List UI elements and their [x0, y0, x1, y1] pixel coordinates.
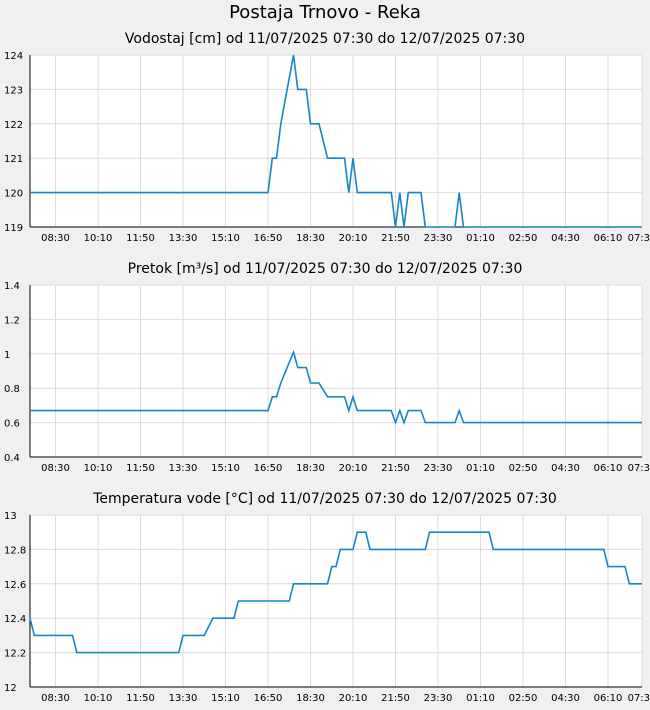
- x-tick-label: 04:30: [551, 463, 580, 474]
- x-tick-label: 23:30: [424, 233, 453, 244]
- y-tick-label: 0.6: [4, 419, 20, 430]
- x-tick-label: 11:50: [126, 233, 155, 244]
- chart-title-flow: Pretok [m³/s] od 11/07/2025 07:30 do 12/…: [127, 261, 523, 277]
- y-tick-label: 12.6: [4, 580, 26, 591]
- x-tick-label: 01:10: [466, 233, 495, 244]
- x-tick-label: 20:10: [339, 693, 368, 704]
- plot-area: [30, 285, 642, 457]
- x-tick-label: 02:50: [509, 463, 538, 474]
- x-tick-label: 10:10: [84, 233, 113, 244]
- x-tick-label: 10:10: [84, 463, 113, 474]
- series-line: [30, 54, 642, 228]
- x-tick-label: 16:50: [254, 693, 283, 704]
- flow-chart: 0.4 0.6 0.8 1 1.2 1.4 08:30 10:10 11:50 13:30 15:1…: [4, 281, 650, 474]
- y-tick-label: 12: [4, 683, 17, 694]
- series-line: [30, 349, 642, 425]
- plot-area: [30, 515, 642, 687]
- x-tick-label: 16:50: [254, 233, 283, 244]
- x-tick-label: 18:30: [296, 693, 325, 704]
- y-tick-label: 12.2: [4, 649, 26, 660]
- x-tick-label: 13:30: [169, 463, 198, 474]
- y-tick-label: 12.4: [4, 614, 26, 625]
- y-tick-label: 119: [4, 223, 23, 234]
- x-tick-label: 07:30: [628, 233, 650, 244]
- x-tick-label: 11:50: [126, 463, 155, 474]
- x-tick-label: 01:10: [466, 693, 495, 704]
- x-tick-label: 02:50: [509, 693, 538, 704]
- x-tick-label: 20:10: [339, 233, 368, 244]
- y-tick-label: 123: [4, 85, 23, 96]
- x-tick-label: 18:30: [296, 463, 325, 474]
- x-tick-label: 18:30: [296, 233, 325, 244]
- y-tick-label: 12.8: [4, 545, 26, 556]
- x-tick-label: 23:30: [424, 463, 453, 474]
- x-tick-label: 20:10: [339, 463, 368, 474]
- y-tick-label: 1.4: [4, 281, 20, 292]
- x-tick-label: 07:30: [628, 693, 650, 704]
- x-tick-label: 06:10: [594, 693, 623, 704]
- x-tick-label: 13:30: [169, 693, 198, 704]
- page-title: Postaja Trnovo - Reka: [229, 2, 421, 23]
- y-tick-label: 121: [4, 154, 23, 165]
- series-line: [29, 531, 642, 654]
- x-tick-label: 21:50: [381, 693, 410, 704]
- x-tick-label: 01:10: [466, 463, 495, 474]
- chart-title-temperature: Temperatura vode [°C] od 11/07/2025 07:3…: [93, 491, 557, 507]
- x-tick-label: 16:50: [254, 463, 283, 474]
- x-tick-label: 08:30: [41, 233, 70, 244]
- x-tick-label: 21:50: [381, 233, 410, 244]
- x-tick-label: 15:10: [211, 233, 240, 244]
- y-tick-label: 122: [4, 120, 23, 131]
- x-tick-label: 06:10: [594, 463, 623, 474]
- y-tick-label: 0.8: [4, 384, 20, 395]
- y-tick-label: 120: [4, 189, 23, 200]
- plot-area: [30, 55, 642, 227]
- x-tick-label: 15:10: [211, 693, 240, 704]
- x-tick-label: 15:10: [211, 463, 240, 474]
- x-tick-label: 04:30: [551, 693, 580, 704]
- x-tick-label: 04:30: [551, 233, 580, 244]
- x-tick-label: 08:30: [41, 463, 70, 474]
- x-tick-label: 06:10: [594, 233, 623, 244]
- x-tick-label: 23:30: [424, 693, 453, 704]
- y-tick-label: 13: [4, 511, 17, 522]
- y-tick-label: 124: [4, 51, 23, 62]
- x-tick-label: 21:50: [381, 463, 410, 474]
- x-tick-label: 11:50: [126, 693, 155, 704]
- y-tick-label: 1.2: [4, 315, 20, 326]
- water-level-chart: 119 120 121 122 123 124 08:30 10:10 11:50 13:30 15…: [4, 51, 650, 244]
- x-tick-label: 02:50: [509, 233, 538, 244]
- x-tick-label: 10:10: [84, 693, 113, 704]
- x-tick-label: 08:30: [41, 693, 70, 704]
- x-tick-label: 07:30: [628, 463, 650, 474]
- chart-title-water-level: Vodostaj [cm] od 11/07/2025 07:30 do 12/…: [124, 31, 526, 47]
- y-tick-label: 1: [4, 350, 10, 361]
- x-tick-label: 13:30: [169, 233, 198, 244]
- y-tick-label: 0.4: [4, 453, 20, 464]
